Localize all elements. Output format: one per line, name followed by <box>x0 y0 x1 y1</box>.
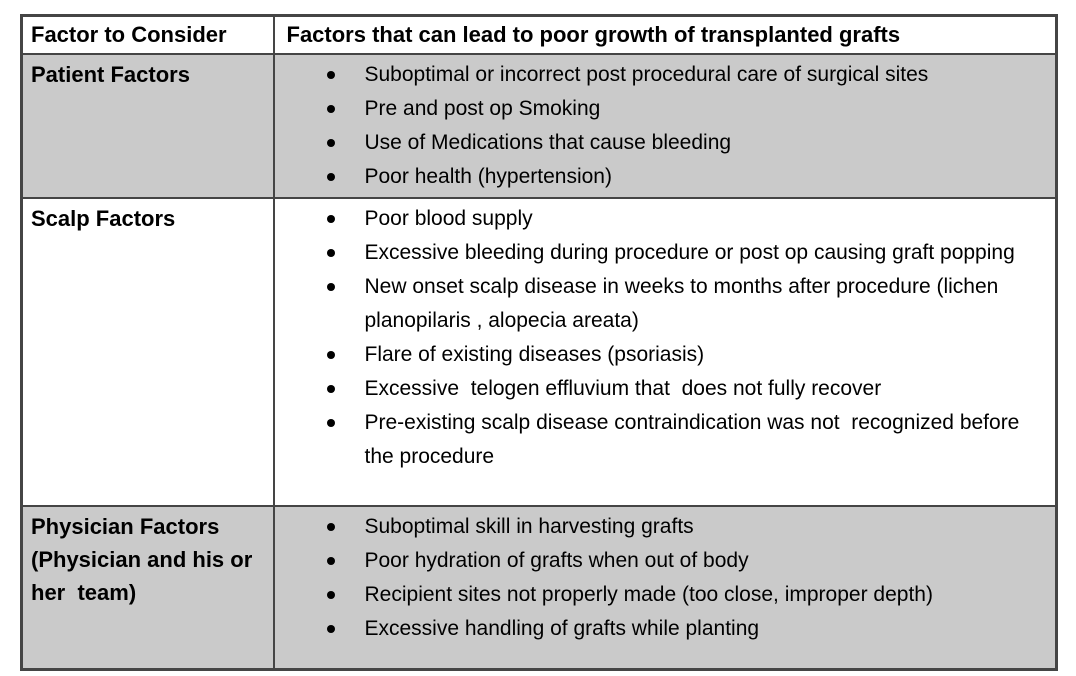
table-header-row: Factor to Consider Factors that can lead… <box>20 14 1058 55</box>
bullet-item: Suboptimal or incorrect post procedural … <box>275 58 1048 92</box>
bullet-item: Poor health (hypertension) <box>275 160 1048 194</box>
bullet-item: Flare of existing diseases (psoriasis) <box>275 338 1048 372</box>
bullet-item: New onset scalp disease in weeks to mont… <box>275 270 1048 338</box>
table-row-patient-factors: Patient Factors Suboptimal or incorrect … <box>20 53 1058 199</box>
factor-cell-patient: Patient Factors <box>20 53 275 199</box>
bullet-item: Pre-existing scalp disease contraindicat… <box>275 406 1048 474</box>
header-factor-to-consider: Factor to Consider <box>20 14 275 55</box>
details-cell-physician: Suboptimal skill in harvesting grafts Po… <box>272 505 1058 670</box>
factor-cell-scalp: Scalp Factors <box>20 197 275 507</box>
details-cell-scalp: Poor blood supply Excessive bleeding dur… <box>272 197 1058 507</box>
table-row-scalp-factors: Scalp Factors Poor blood supply Excessiv… <box>20 197 1058 507</box>
bullet-item: Poor blood supply <box>275 202 1048 236</box>
patient-factors-list: Suboptimal or incorrect post procedural … <box>275 58 1048 194</box>
bullet-item: Use of Medications that cause bleeding <box>275 126 1048 160</box>
bullet-item: Excessive telogen effluvium that does no… <box>275 372 1048 406</box>
factor-cell-physician: Physician Factors (Physician and his or … <box>20 505 275 670</box>
physician-factors-list: Suboptimal skill in harvesting grafts Po… <box>275 510 1048 646</box>
bullet-item: Excessive handling of grafts while plant… <box>275 612 1048 646</box>
bullet-item: Poor hydration of grafts when out of bod… <box>275 544 1048 578</box>
bullet-item: Pre and post op Smoking <box>275 92 1048 126</box>
header-poor-growth-factors: Factors that can lead to poor growth of … <box>272 14 1058 55</box>
scalp-factors-list: Poor blood supply Excessive bleeding dur… <box>275 202 1048 474</box>
factors-table: Factor to Consider Factors that can lead… <box>20 14 1058 671</box>
bullet-item: Recipient sites not properly made (too c… <box>275 578 1048 612</box>
bullet-item: Excessive bleeding during procedure or p… <box>275 236 1048 270</box>
details-cell-patient: Suboptimal or incorrect post procedural … <box>272 53 1058 199</box>
bullet-item: Suboptimal skill in harvesting grafts <box>275 510 1048 544</box>
table-row-physician-factors: Physician Factors (Physician and his or … <box>20 505 1058 670</box>
